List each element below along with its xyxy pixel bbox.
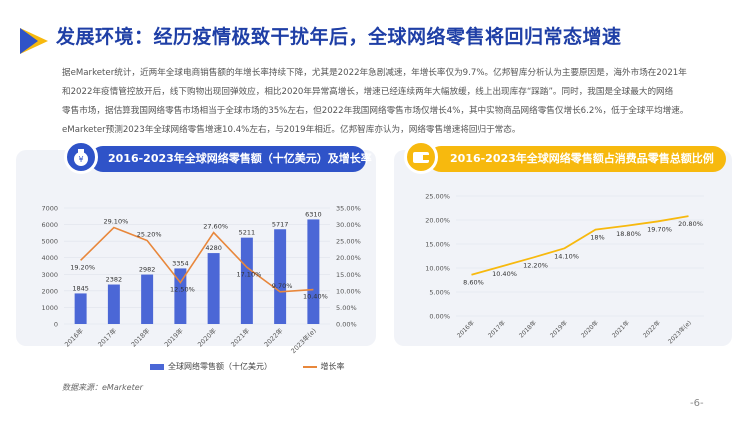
bar-value-label: 5717 bbox=[272, 220, 289, 228]
page-title: 发展环境：经历疫情极致干扰年后，全球网络零售将回归常态增速 bbox=[56, 26, 622, 48]
y-tick-label: 25.00% bbox=[425, 193, 450, 201]
share-ratio-label: 14.10% bbox=[554, 252, 579, 260]
paragraph-line: eMarketer预测2023年全球网络零售增速10.4%左右，与2019年相近… bbox=[62, 125, 521, 135]
growth-rate-label: 10.40% bbox=[303, 293, 328, 301]
left-chart-legend: 全球网络零售额（十亿美元） 增长率 bbox=[150, 361, 345, 372]
bar bbox=[107, 284, 120, 324]
share-ratio-label: 18.80% bbox=[616, 230, 641, 238]
y2-tick-label: 10.00% bbox=[336, 287, 361, 295]
bar-value-label: 2382 bbox=[106, 276, 123, 284]
y2-tick-label: 35.00% bbox=[336, 205, 361, 213]
y2-tick-label: 20.00% bbox=[336, 254, 361, 262]
y-tick-label: 0.00% bbox=[429, 313, 450, 321]
growth-rate-label: 27.60% bbox=[203, 223, 228, 231]
x-tick-label: 2021年 bbox=[229, 326, 252, 349]
x-tick-label: 2017年 bbox=[96, 326, 119, 349]
x-tick-label: 2020年 bbox=[195, 326, 218, 349]
logo-icon bbox=[20, 28, 48, 54]
bar-value-label: 3354 bbox=[172, 259, 189, 267]
growth-rate-label: 17.10% bbox=[236, 270, 261, 278]
bar-value-label: 2982 bbox=[139, 266, 156, 274]
y2-tick-label: 30.00% bbox=[336, 221, 361, 229]
y-tick-label: 3000 bbox=[41, 271, 58, 279]
y2-tick-label: 0.00% bbox=[336, 321, 357, 329]
share-ratio-label: 18% bbox=[590, 234, 604, 242]
x-tick-label: 2019年 bbox=[548, 319, 569, 340]
svg-text:¥: ¥ bbox=[78, 155, 83, 164]
x-tick-label: 2016年 bbox=[455, 319, 476, 340]
legend-line-swatch bbox=[302, 365, 317, 368]
y-tick-label: 5000 bbox=[41, 238, 58, 246]
bar bbox=[274, 229, 287, 324]
x-tick-label: 2017年 bbox=[486, 319, 507, 340]
x-tick-label: 2016年 bbox=[62, 326, 85, 349]
y-tick-label: 7000 bbox=[41, 205, 58, 213]
y-tick-label: 5.00% bbox=[429, 289, 450, 297]
y-tick-label: 20.00% bbox=[425, 217, 450, 225]
left-chart-title: 2016-2023年全球网络零售额（十亿美元）及增长率 bbox=[90, 146, 372, 172]
y-tick-label: 15.00% bbox=[425, 241, 450, 249]
bar-value-label: 4280 bbox=[205, 244, 222, 252]
x-tick-label: 2021年 bbox=[610, 319, 631, 340]
y-tick-label: 4000 bbox=[41, 254, 58, 262]
x-tick-label: 2018年 bbox=[129, 326, 152, 349]
share-ratio-label: 8.60% bbox=[463, 279, 484, 287]
growth-rate-label: 29.10% bbox=[103, 218, 128, 226]
share-ratio-label: 10.40% bbox=[492, 270, 517, 278]
bar bbox=[240, 237, 253, 324]
growth-rate-label: 9.70% bbox=[272, 282, 293, 290]
bar bbox=[207, 253, 220, 324]
intro-paragraph: 据eMarketer统计，近两年全球电商销售额的年增长率持续下降，尤其是2022… bbox=[62, 64, 722, 140]
paragraph-line: 据eMarketer统计，近两年全球电商销售额的年增长率持续下降，尤其是2022… bbox=[62, 68, 687, 78]
y-tick-label: 10.00% bbox=[425, 265, 450, 273]
x-tick-label: 2022年 bbox=[641, 319, 662, 340]
money-bag-icon: ¥ bbox=[64, 140, 98, 174]
x-tick-label: 2023年(e) bbox=[666, 319, 693, 346]
y-tick-label: 0 bbox=[54, 321, 58, 329]
y2-tick-label: 5.00% bbox=[336, 304, 357, 312]
share-ratio-label: 12.20% bbox=[523, 261, 548, 269]
bar bbox=[74, 293, 87, 324]
y2-tick-label: 25.00% bbox=[336, 238, 361, 246]
x-tick-label: 2018年 bbox=[517, 319, 538, 340]
bar bbox=[141, 274, 154, 324]
x-tick-label: 2023年(e) bbox=[289, 326, 318, 355]
bar bbox=[174, 268, 187, 324]
bar-value-label: 1845 bbox=[72, 284, 89, 292]
growth-rate-label: 25.20% bbox=[137, 230, 162, 238]
bar bbox=[307, 219, 320, 324]
x-tick-label: 2019年 bbox=[162, 326, 185, 349]
legend-bar-swatch bbox=[150, 363, 164, 370]
growth-rate-label: 19.20% bbox=[70, 263, 95, 271]
wallet-icon bbox=[404, 140, 438, 174]
legend-bar-label: 全球网络零售额（十亿美元） bbox=[168, 362, 272, 371]
y-tick-label: 6000 bbox=[41, 221, 58, 229]
growth-rate-label: 12.50% bbox=[170, 286, 195, 294]
y2-tick-label: 15.00% bbox=[336, 271, 361, 279]
growth-rate-line bbox=[80, 226, 314, 293]
legend-line-label: 增长率 bbox=[320, 362, 345, 371]
data-source: 数据来源：eMarketer bbox=[62, 383, 143, 392]
y-tick-label: 2000 bbox=[41, 287, 58, 295]
x-tick-label: 2020年 bbox=[579, 319, 600, 340]
share-ratio-line bbox=[471, 215, 689, 276]
share-ratio-label: 19.70% bbox=[647, 225, 672, 233]
x-tick-label: 2022年 bbox=[262, 326, 285, 349]
y-tick-label: 1000 bbox=[41, 304, 58, 312]
paragraph-line: 零售市场，据估算我国网络零售市场相当于全球市场的35%左右，但2022年我国网络… bbox=[62, 106, 689, 116]
share-ratio-chart: 0.00% 5.00% 10.00% 15.00% 20.00% 25.00% 8.60% 2… bbox=[425, 193, 704, 346]
sales-growth-chart: 0 1000 2000 3000 4000 5000 6000 7000 0.00% 5.00% 1… bbox=[41, 205, 361, 356]
page-number: -6- bbox=[690, 398, 704, 409]
bar-value-label: 5211 bbox=[239, 229, 256, 237]
paragraph-line: 和2022年疫情管控放开后，线下购物出现回弹效应，相比2020年异常高增长，增速… bbox=[62, 87, 674, 97]
bar-value-label: 6310 bbox=[305, 210, 322, 218]
share-ratio-label: 20.80% bbox=[678, 220, 703, 228]
right-chart-title: 2016-2023年全球网络零售额占消费品零售总额比例 bbox=[428, 146, 726, 172]
